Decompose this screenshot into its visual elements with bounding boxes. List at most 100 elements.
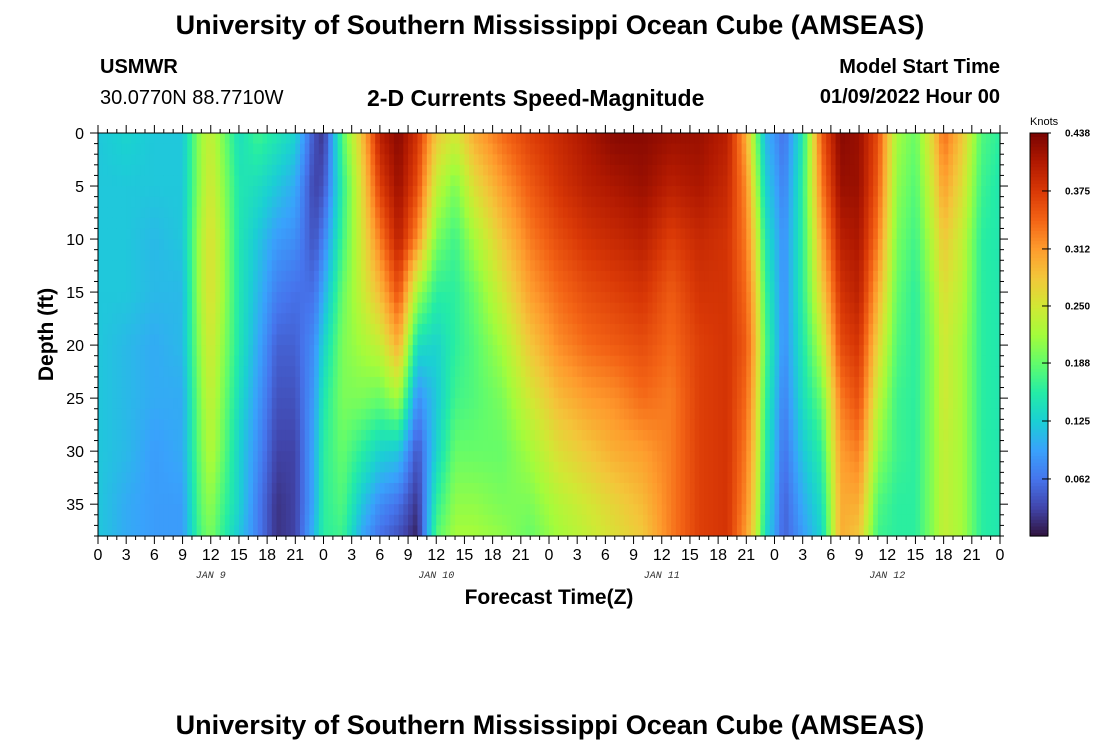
heatmap-cell	[318, 196, 325, 208]
heatmap-cell	[633, 186, 639, 198]
heatmap-cell	[224, 249, 231, 261]
heatmap-cell	[581, 228, 588, 240]
heatmap-cell	[121, 281, 127, 293]
heatmap-cell	[487, 175, 494, 187]
heatmap-cell	[361, 281, 367, 293]
heatmap-cell	[224, 292, 231, 304]
heatmap-cell	[102, 355, 108, 367]
heatmap-cell	[511, 376, 517, 389]
heatmap-cell	[647, 270, 653, 283]
heatmap-cell	[671, 493, 677, 505]
heatmap-cell	[182, 281, 188, 293]
heatmap-cell	[628, 260, 635, 272]
heatmap-cell	[121, 493, 127, 505]
heatmap-cell	[187, 292, 193, 304]
heatmap-cell	[469, 133, 475, 145]
heatmap-cell	[238, 451, 245, 463]
heatmap-cell	[107, 133, 113, 145]
heatmap-cell	[553, 355, 559, 367]
heatmap-cell	[445, 461, 451, 473]
heatmap-cell	[506, 292, 513, 304]
heatmap-cell	[473, 504, 480, 516]
heatmap-cell	[332, 387, 339, 399]
heatmap-cell	[361, 164, 367, 177]
heatmap-cell	[238, 398, 245, 410]
heatmap-cell	[689, 292, 696, 304]
heatmap-cell	[586, 249, 592, 261]
heatmap-cell	[140, 228, 146, 240]
heatmap-cell	[126, 260, 132, 272]
heatmap-cell	[642, 292, 649, 304]
heatmap-cell	[224, 239, 231, 251]
heatmap-cell	[680, 493, 686, 505]
heatmap-cell	[342, 408, 348, 420]
heatmap-cell	[487, 270, 494, 283]
heatmap-cell	[248, 355, 254, 367]
heatmap-cell	[586, 196, 592, 208]
heatmap-cell	[530, 249, 536, 261]
heatmap-cell	[323, 228, 329, 240]
heatmap-cell	[154, 514, 160, 526]
heatmap-cell	[520, 313, 527, 325]
heatmap-cell	[577, 133, 583, 145]
heatmap-cell	[163, 323, 170, 336]
heatmap-cell	[464, 164, 470, 177]
heatmap-cell	[224, 164, 231, 177]
heatmap-cell	[135, 302, 141, 314]
heatmap-cell	[581, 217, 588, 230]
heatmap-cell	[417, 133, 423, 145]
heatmap-cell	[572, 313, 578, 325]
heatmap-cell	[224, 376, 231, 389]
heatmap-cell	[267, 239, 273, 251]
heatmap-cell	[238, 313, 245, 325]
heatmap-cell	[581, 270, 588, 283]
heatmap-cell	[558, 451, 564, 463]
heatmap-cell	[652, 196, 658, 208]
heatmap-cell	[342, 461, 348, 473]
heatmap-cell	[130, 186, 137, 198]
heatmap-cell	[173, 313, 179, 325]
heatmap-cell	[422, 196, 428, 208]
heatmap-cell	[417, 366, 423, 378]
heatmap-cell	[370, 429, 376, 442]
heatmap-cell	[187, 482, 193, 495]
heatmap-cell	[408, 440, 414, 452]
heatmap-cell	[502, 334, 508, 346]
heatmap-cell	[281, 260, 287, 272]
heatmap-cell	[445, 398, 451, 410]
heatmap-cell	[422, 143, 428, 155]
heatmap-cell	[469, 504, 475, 516]
heatmap-cell	[210, 334, 217, 346]
heatmap-cell	[370, 366, 376, 378]
heatmap-cell	[619, 345, 625, 357]
heatmap-cell	[337, 504, 343, 516]
heatmap-cell	[121, 175, 127, 187]
heatmap-cell	[633, 482, 639, 495]
heatmap-cell	[713, 175, 719, 187]
heatmap-cell	[384, 186, 390, 198]
heatmap-cell	[422, 408, 428, 420]
heatmap-cell	[478, 493, 484, 505]
heatmap-cell	[469, 196, 475, 208]
heatmap-cell	[511, 482, 517, 495]
heatmap-cell	[295, 281, 301, 293]
heatmap-cell	[253, 398, 259, 410]
heatmap-cell	[144, 302, 151, 314]
heatmap-cell	[398, 260, 404, 272]
heatmap-cell	[704, 525, 710, 537]
heatmap-cell	[549, 376, 555, 389]
heatmap-cell	[187, 334, 193, 346]
heatmap-cell	[445, 482, 451, 495]
heatmap-cell	[309, 143, 315, 155]
heatmap-cell	[257, 387, 264, 399]
heatmap-cell	[262, 376, 268, 389]
heatmap-cell	[389, 133, 395, 145]
heatmap-cell	[342, 164, 348, 177]
heatmap-cell	[422, 472, 428, 484]
heatmap-cell	[445, 355, 451, 367]
heatmap-cell	[553, 175, 559, 187]
heatmap-cell	[393, 292, 400, 304]
heatmap-cell	[619, 366, 625, 378]
heatmap-cell	[182, 366, 188, 378]
heatmap-cell	[619, 143, 625, 155]
